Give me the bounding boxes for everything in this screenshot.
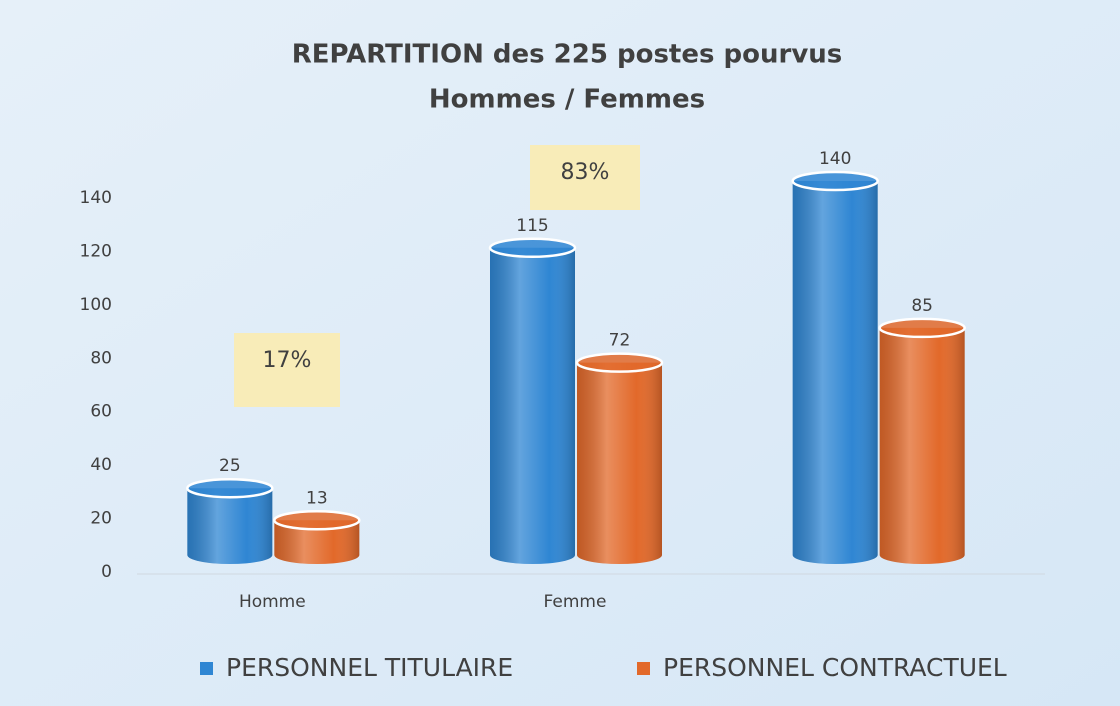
bar-top	[273, 510, 361, 531]
legend-label: PERSONNEL TITULAIRE	[226, 653, 513, 682]
x-tick-label: Homme	[239, 592, 306, 612]
bar-shading	[490, 247, 575, 565]
bar-top	[878, 317, 966, 339]
annotation: 17%	[263, 348, 312, 373]
y-tick-label: 60	[90, 402, 112, 422]
chart-subtitle: Hommes / Femmes	[429, 85, 705, 115]
y-tick-label: 40	[90, 455, 112, 475]
bar-shading	[187, 488, 273, 564]
data-label: 115	[516, 216, 548, 236]
bar-shading	[879, 327, 965, 564]
annotation: 83%	[561, 160, 610, 185]
y-tick-label: 100	[80, 295, 112, 315]
annotation-box	[234, 333, 340, 407]
bar-top	[488, 237, 577, 259]
data-label: 72	[609, 331, 631, 351]
legend-swatch	[637, 662, 650, 675]
data-label: 85	[911, 296, 933, 316]
x-tick-label: Femme	[544, 592, 607, 612]
bar-top	[575, 352, 664, 373]
bar-shading	[577, 362, 662, 564]
data-label: 13	[306, 488, 328, 508]
bar-top	[186, 477, 274, 499]
chart-title: REPARTITION des 225 postes pourvus	[292, 40, 843, 70]
legend-swatch	[200, 662, 213, 675]
data-label: 140	[819, 149, 851, 169]
data-label: 25	[219, 456, 241, 476]
y-tick-label: 80	[90, 348, 112, 368]
annotation-box	[530, 145, 640, 210]
bar-top	[791, 170, 879, 192]
y-tick-label: 20	[90, 509, 112, 529]
legend-label: PERSONNEL CONTRACTUEL	[663, 653, 1007, 682]
bar-shading	[274, 520, 360, 564]
y-tick-label: 120	[80, 241, 112, 261]
y-tick-label: 0	[101, 562, 112, 582]
bar-shading	[792, 181, 878, 564]
y-tick-label: 140	[80, 188, 112, 208]
